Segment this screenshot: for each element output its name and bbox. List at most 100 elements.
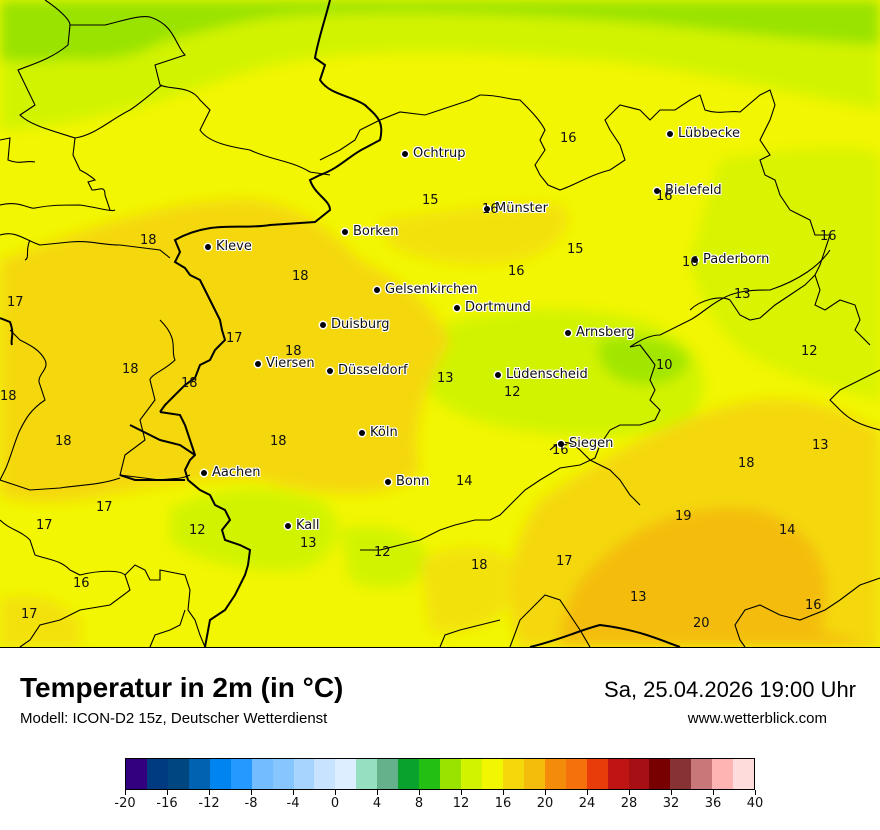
- city-marker: Arnsberg: [565, 325, 635, 340]
- temperature-map: Lübbecke Ochtrup Bielefeld Münster Borken Kle…: [0, 0, 880, 648]
- colorbar: [125, 758, 755, 790]
- colorbar-segment: [670, 759, 692, 789]
- temperature-value: 17: [96, 500, 113, 515]
- colorbar-tick: [671, 790, 672, 795]
- colorbar-segment: [335, 759, 357, 789]
- city-dot-icon: [692, 256, 698, 263]
- colorbar-segment: [209, 759, 231, 789]
- city-name: Siegen: [569, 436, 614, 451]
- forecast-datetime: Sa, 25.04.2026 19:00 Uhr: [604, 677, 856, 702]
- colorbar-tick: [209, 790, 210, 795]
- website-link[interactable]: www.wetterblick.com: [687, 710, 827, 727]
- city-marker: Bonn: [385, 474, 429, 489]
- city-name: Köln: [370, 425, 398, 440]
- city-dot-icon: [385, 478, 391, 485]
- temperature-value: 12: [374, 545, 391, 560]
- city-name: Gelsenkirchen: [385, 282, 478, 297]
- temperature-value: 10: [656, 358, 673, 373]
- colorbar-segment: [251, 759, 273, 789]
- colorbar-tick-label: 36: [704, 796, 722, 811]
- city-marker: Ochtrup: [402, 146, 466, 161]
- colorbar-segment: [649, 759, 671, 789]
- city-dot-icon: [359, 429, 365, 436]
- temperature-value: 14: [456, 474, 473, 489]
- city-name: Bonn: [396, 474, 430, 489]
- colorbar-segment: [356, 759, 378, 789]
- temperature-value: 13: [812, 438, 829, 453]
- colorbar-segment: [230, 759, 252, 789]
- temperature-value: 18: [140, 233, 157, 248]
- temperature-value: 12: [801, 344, 818, 359]
- city-marker: Aachen: [201, 465, 260, 480]
- temperature-value: 18: [471, 558, 488, 573]
- colorbar-tick: [755, 790, 756, 795]
- city-dot-icon: [565, 329, 571, 336]
- city-dot-icon: [205, 243, 211, 250]
- colorbar-segment: [607, 759, 629, 789]
- colorbar-segment: [712, 759, 734, 789]
- city-name: Lübbecke: [678, 126, 740, 141]
- colorbar-segment: [502, 759, 524, 789]
- colorbar-tick-label: 12: [452, 796, 470, 811]
- colorbar-tick-label: -16: [156, 796, 178, 811]
- colorbar-segment: [293, 759, 315, 789]
- colorbar-segment: [398, 759, 420, 789]
- temperature-value: 17: [7, 295, 24, 310]
- temperature-value: 13: [734, 287, 751, 302]
- colorbar-tick: [125, 790, 126, 795]
- temperature-value: 17: [556, 554, 573, 569]
- city-marker: Siegen: [558, 436, 613, 451]
- colorbar-tick-label: 4: [372, 796, 382, 811]
- temperature-value: 17: [226, 331, 243, 346]
- colorbar-tick: [503, 790, 504, 795]
- temperature-value: 18: [0, 389, 17, 404]
- temperature-value: 18: [55, 434, 72, 449]
- city-name: Lüdenscheid: [506, 367, 588, 382]
- city-marker: Münster: [484, 201, 548, 216]
- colorbar-segment: [188, 759, 210, 789]
- city-marker: Kleve: [205, 239, 252, 254]
- city-name: Borken: [353, 224, 399, 239]
- colorbar-tick-label: 24: [578, 796, 596, 811]
- colorbar-tick-label: -20: [114, 796, 136, 811]
- colorbar-tick: [251, 790, 252, 795]
- colorbar-tick-label: -8: [244, 796, 258, 811]
- colorbar-tick: [629, 790, 630, 795]
- colorbar-tick: [713, 790, 714, 795]
- temperature-value: 17: [21, 607, 38, 622]
- colorbar-tick: [293, 790, 294, 795]
- city-dot-icon: [484, 205, 490, 212]
- temperature-value: 12: [189, 523, 206, 538]
- colorbar-tick: [335, 790, 336, 795]
- colorbar-segment: [691, 759, 713, 789]
- colorbar-segment: [167, 759, 189, 789]
- colorbar-segment: [440, 759, 461, 789]
- temperature-value: 16: [560, 131, 577, 146]
- city-name: Aachen: [212, 465, 261, 480]
- city-name: Münster: [495, 201, 548, 216]
- city-marker: Duisburg: [320, 317, 390, 332]
- temperature-value: 15: [567, 242, 584, 257]
- temperature-value: 13: [630, 590, 647, 605]
- temperature-value: 16: [552, 443, 569, 458]
- temperature-value: 18: [285, 344, 302, 359]
- colorbar-segment: [126, 759, 147, 789]
- temperature-value: 18: [738, 456, 755, 471]
- city-marker: Bielefeld: [654, 183, 722, 198]
- city-name: Viersen: [266, 356, 315, 371]
- colorbar-tick-label: 32: [662, 796, 680, 811]
- temperature-value: 14: [779, 523, 796, 538]
- temperature-value: 15: [422, 193, 439, 208]
- temperature-value: 18: [270, 434, 287, 449]
- colorbar-segment: [586, 759, 608, 789]
- temperature-value: 16: [682, 255, 699, 270]
- temperature-value: 18: [122, 362, 139, 377]
- colorbar-tick: [419, 790, 420, 795]
- colorbar-tick: [587, 790, 588, 795]
- temperature-value: 18: [181, 376, 198, 391]
- city-marker: Paderborn: [692, 252, 769, 267]
- city-marker: Lübbecke: [667, 126, 740, 141]
- colorbar-tick: [461, 790, 462, 795]
- city-name: Arnsberg: [576, 325, 635, 340]
- temperature-value: 16: [482, 202, 499, 217]
